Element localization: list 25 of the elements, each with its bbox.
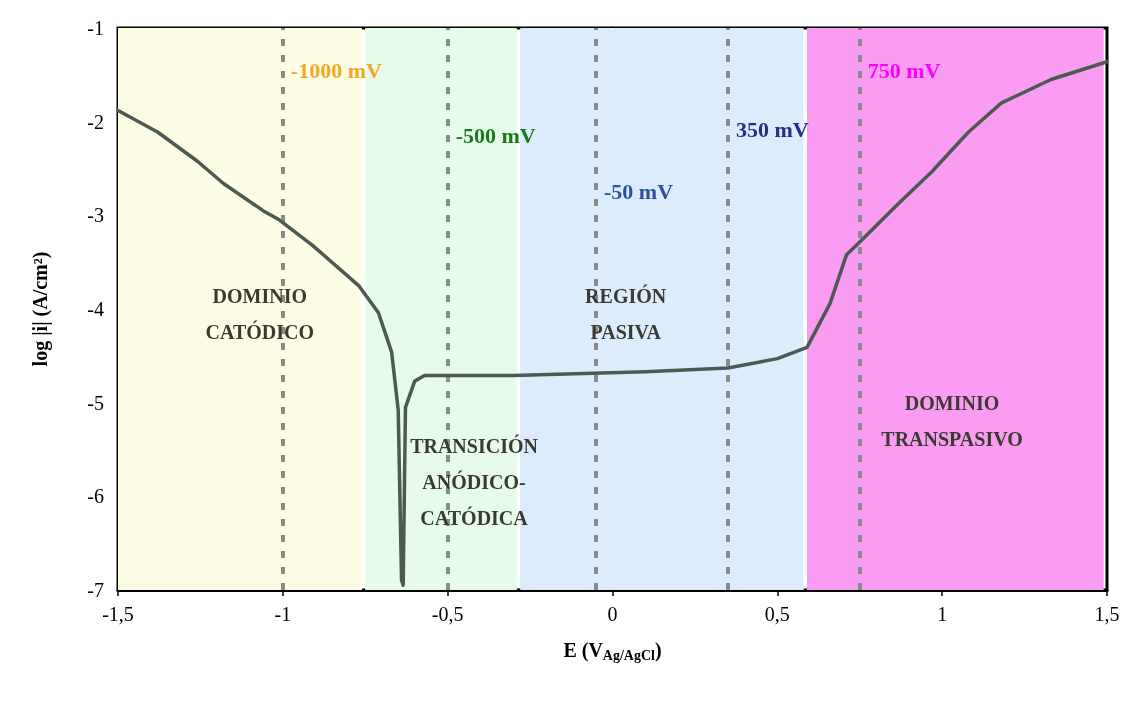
y-tick-label: -3 — [87, 204, 104, 227]
y-tick-label: -4 — [87, 298, 104, 320]
y-tick-label: -1 — [87, 17, 104, 39]
x-tick-label: 1 — [937, 603, 948, 625]
x-tick-label: 1,5 — [1094, 603, 1120, 625]
x-tick-label: 0,5 — [764, 603, 790, 625]
band-label: REGIÓN PASIVA — [585, 283, 667, 343]
ref-line-label: -50 mV — [604, 179, 674, 205]
y-tick-label: -2 — [87, 110, 104, 133]
x-tick-label: 0 — [607, 603, 618, 625]
y-tick-label: -6 — [87, 485, 104, 508]
line-series — [116, 59, 1109, 588]
ref-line-label: -1000 mV — [290, 57, 382, 83]
band-label: DOMINIO TRANSPASIVO — [881, 392, 1023, 451]
band-label: DOMINIO CATÓDICO — [205, 284, 315, 343]
ref-line-label: 750 mV — [867, 57, 941, 83]
x-tick-label: -0,5 — [431, 603, 464, 625]
band-label: TRANSICIÓN ANÓDICO- CATÓDICA — [410, 434, 539, 530]
ref-line-label: 350 mV — [735, 116, 809, 142]
x-tick-label: -1 — [274, 603, 292, 625]
x-tick-label: -1,5 — [102, 603, 134, 625]
y-axis-title: log |i| (A/cm²) — [29, 251, 52, 367]
y-tick-label: -5 — [87, 391, 104, 414]
y-tick-label: -7 — [87, 579, 104, 601]
ref-line-label: -500 mV — [455, 123, 536, 149]
